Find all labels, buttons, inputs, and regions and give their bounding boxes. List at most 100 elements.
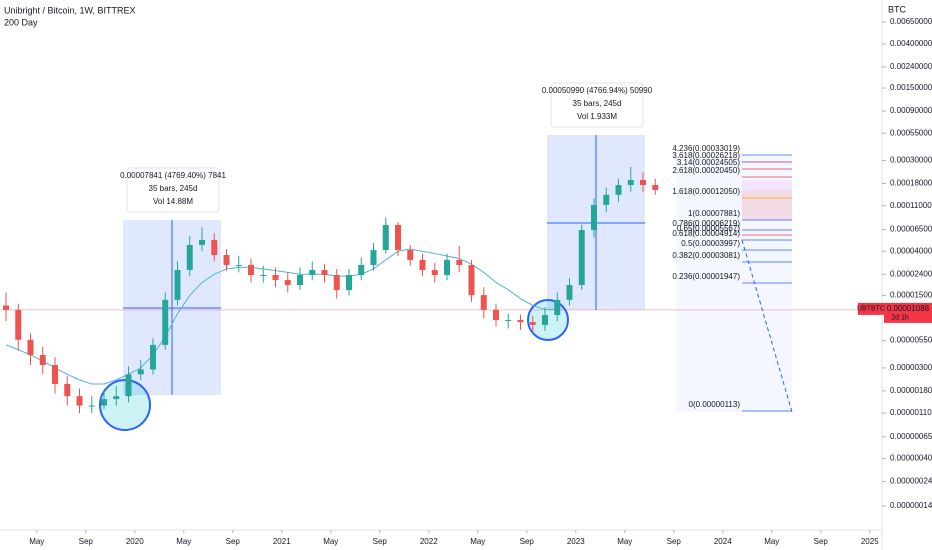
fib-band	[742, 190, 792, 220]
countdown-label: 2d 1h	[891, 315, 909, 322]
y-tick-label: 0.00000110	[890, 408, 932, 417]
measure-tooltip	[126, 167, 220, 213]
fib-label: 0.5(0.00003997)	[681, 239, 740, 248]
x-tick-label: Sep	[373, 537, 388, 546]
symbol-box	[858, 302, 884, 315]
fib-label: 2.618(0.00020450)	[672, 166, 740, 175]
candle-body	[174, 269, 181, 300]
fib-label: 0.65(0.00005567)	[677, 224, 741, 233]
indicator-label: 200 Day	[4, 17, 38, 27]
candle-body	[419, 259, 426, 270]
y-tick-label: 0.00150000	[890, 83, 932, 92]
x-tick-label: Sep	[226, 537, 241, 546]
measure-text: Vol 1.933M	[577, 112, 617, 121]
candle-body	[333, 275, 340, 291]
measure-text: 0.00050990 (4766.94%) 50990	[542, 86, 653, 95]
measure-tooltip	[550, 82, 644, 128]
candle-body	[137, 369, 144, 375]
x-tick-label: May	[323, 537, 338, 546]
candle-body	[321, 269, 328, 276]
y-tick-label: 0.00011000	[890, 201, 932, 210]
fib-label: 4.236(0.00033019)	[672, 144, 740, 153]
candle-body	[3, 305, 9, 310]
x-tick-label: May	[470, 537, 485, 546]
candle-body	[382, 225, 389, 251]
x-tick-label: Sep	[79, 537, 94, 546]
candle-body	[76, 396, 83, 406]
y-tick-label: 0.00002400	[890, 269, 932, 278]
candle-body	[627, 179, 634, 186]
x-tick-label: 2022	[420, 537, 438, 546]
candle-body	[480, 295, 487, 310]
candle-body	[517, 319, 524, 323]
highlight-circle	[99, 379, 151, 431]
fib-label: 0.382(0.00003081)	[672, 251, 740, 260]
fib-area	[676, 156, 792, 412]
candle-body	[529, 322, 536, 325]
measure-text: 0.00007841 (4769.40%) 7841	[120, 171, 226, 180]
x-tick-label: 2023	[567, 537, 585, 546]
fib-trend	[741, 239, 793, 413]
fib-label: 0.786(0.00006219)	[672, 219, 740, 228]
candle-body	[493, 309, 499, 320]
x-tick-label: Sep	[667, 537, 682, 546]
candle-body	[505, 319, 512, 321]
candle-body	[395, 225, 401, 251]
x-tick-label: 2021	[273, 537, 291, 546]
symbol-label: UBTBTC	[857, 306, 885, 313]
y-tick-label: 0.00000040	[890, 454, 932, 463]
ma-line	[5, 248, 558, 385]
fib-band	[742, 180, 792, 220]
candle-body	[444, 259, 450, 276]
fib-label: 0(0.00000113)	[689, 400, 741, 409]
y-tick-label: 0.00030000	[890, 156, 932, 165]
candle-body	[566, 285, 573, 300]
candle-body	[64, 383, 71, 397]
measure-text: 35 bars, 245d	[149, 184, 198, 193]
y-tick-label: 0.00000065	[890, 432, 932, 441]
x-tick-label: Sep	[520, 537, 535, 546]
candle-body	[284, 280, 291, 286]
y-tick-label: 0.00000014	[890, 501, 932, 510]
x-tick-label: May	[764, 537, 779, 546]
fib-label: 1(0.00007881)	[688, 209, 740, 218]
measure-text: 35 bars, 245d	[573, 99, 622, 108]
candle-body	[346, 275, 352, 291]
x-tick-label: 2024	[714, 537, 732, 546]
candle-body	[297, 275, 303, 286]
y-tick-label: 0.00650000	[890, 17, 932, 26]
candle-body	[542, 315, 548, 325]
candle-body	[88, 405, 95, 407]
x-tick-label: May	[617, 537, 632, 546]
candle-body	[211, 239, 218, 256]
y-tick-label: 0.00400000	[890, 39, 932, 48]
fib-label: 3.618(0.00026218)	[672, 151, 740, 160]
y-tick-label: 0.00000180	[890, 386, 932, 395]
candle-body	[456, 259, 463, 265]
y-tick-label: 0.00018000	[890, 179, 932, 188]
candle-body	[235, 264, 242, 266]
y-tick-label: 0.00006500	[890, 225, 932, 234]
y-tick-label: 0.00055000	[890, 128, 932, 137]
y-tick-label: 0.00000300	[890, 363, 932, 372]
x-tick-label: May	[176, 537, 191, 546]
price-label-box	[884, 302, 932, 323]
candle-body	[125, 374, 132, 397]
y-tick-label: 0.00000024	[890, 477, 932, 486]
candle-body	[199, 239, 205, 245]
candle-body	[309, 269, 316, 276]
candle-body	[52, 364, 58, 384]
fib-label: 0.618(0.00004914)	[672, 229, 740, 238]
candle-body	[615, 185, 622, 195]
candle-body	[186, 244, 193, 270]
candle-body	[113, 396, 120, 400]
candle-body	[358, 264, 365, 276]
candle-body	[272, 275, 279, 281]
y-tick-label: 0.00090000	[890, 106, 932, 115]
candle-body	[15, 309, 22, 340]
chart-title: Unibright / Bitcoin, 1W, BITTREX	[4, 5, 136, 15]
y-tick-label: 0.00000550	[890, 336, 932, 345]
candle-body	[640, 179, 646, 186]
